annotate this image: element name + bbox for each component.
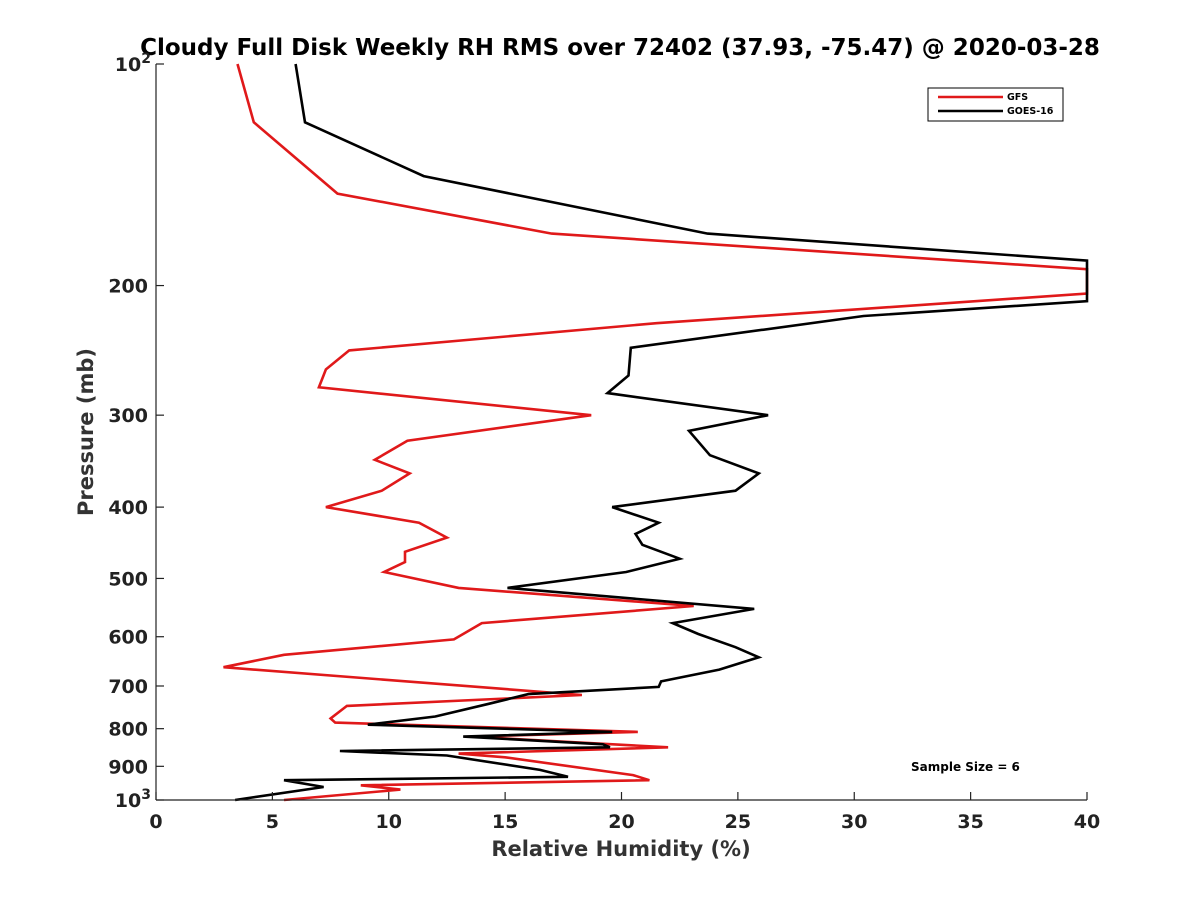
x-tick-label: 25 [725,811,751,833]
x-ticks: 0 5 10 15 20 25 30 35 40 [149,792,1100,833]
x-tick-label: 15 [492,811,518,833]
x-tick-label: 5 [266,811,279,833]
y-axis-label: Pressure (mb) [74,348,98,516]
x-tick-label: 10 [376,811,402,833]
legend: GFS GOES-16 [927,87,1064,122]
y-tick-label: 800 [108,719,148,741]
y-tick-label: 400 [108,497,148,519]
legend-label-goes16: GOES-16 [1007,106,1054,117]
series-layer [223,63,1089,802]
y-tick-label: 900 [108,756,148,778]
y-tick-label: 600 [108,627,148,649]
x-axis-label: Relative Humidity (%) [491,837,750,861]
series-line-goes16 [234,63,1089,802]
sample-size-annotation: Sample Size = 6 [911,760,1020,774]
y-ticks: 102 200 300 400 500 600 700 800 900 103 [108,51,164,812]
legend-label-gfs: GFS [1007,92,1028,103]
y-tick-label: 300 [108,405,148,427]
x-tick-label: 30 [841,811,867,833]
y-tick-label: 103 [115,787,151,812]
legend-box [927,87,1064,122]
x-tick-label: 0 [149,811,162,833]
y-tick-label: 500 [108,568,148,590]
y-tick-label: 200 [108,276,148,298]
chart-title: Cloudy Full Disk Weekly RH RMS over 7240… [140,35,1100,61]
x-tick-label: 35 [957,811,983,833]
y-tick-label: 700 [108,676,148,698]
x-tick-label: 40 [1074,811,1100,833]
y-tick-label: 102 [115,51,151,76]
series-line-gfs [223,63,1089,802]
x-tick-label: 20 [608,811,634,833]
